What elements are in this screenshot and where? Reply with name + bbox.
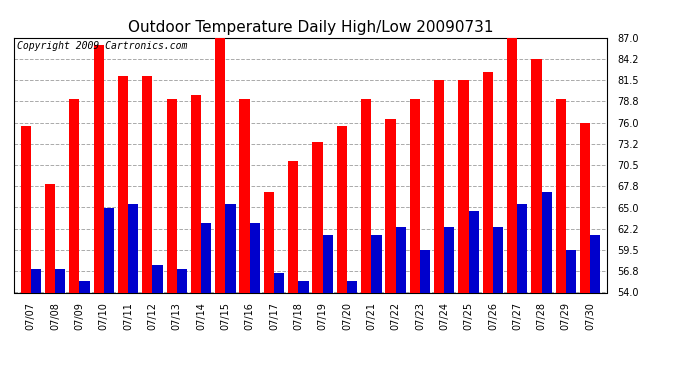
Bar — [69, 99, 79, 292]
Bar — [566, 250, 576, 292]
Bar — [590, 234, 600, 292]
Bar — [493, 227, 503, 292]
Bar — [580, 123, 590, 292]
Bar — [555, 99, 566, 292]
Bar — [274, 273, 284, 292]
Bar — [313, 142, 323, 292]
Bar — [31, 269, 41, 292]
Title: Outdoor Temperature Daily High/Low 20090731: Outdoor Temperature Daily High/Low 20090… — [128, 20, 493, 35]
Bar — [288, 161, 298, 292]
Bar — [142, 76, 152, 292]
Bar — [55, 269, 66, 292]
Text: Copyright 2009 Cartronics.com: Copyright 2009 Cartronics.com — [17, 41, 187, 51]
Bar — [410, 99, 420, 292]
Bar — [250, 223, 260, 292]
Bar — [347, 281, 357, 292]
Bar — [371, 234, 382, 292]
Bar — [337, 126, 347, 292]
Bar — [79, 281, 90, 292]
Bar — [323, 234, 333, 292]
Bar — [518, 204, 527, 292]
Bar — [226, 204, 235, 292]
Bar — [239, 99, 250, 292]
Bar — [361, 99, 371, 292]
Bar — [118, 76, 128, 292]
Bar — [458, 80, 469, 292]
Bar — [531, 59, 542, 292]
Bar — [420, 250, 430, 292]
Bar — [264, 192, 274, 292]
Bar — [201, 223, 211, 292]
Bar — [177, 269, 187, 292]
Bar — [215, 38, 226, 292]
Bar — [395, 227, 406, 292]
Bar — [128, 204, 138, 292]
Bar — [469, 211, 479, 292]
Bar — [444, 227, 455, 292]
Bar — [21, 126, 31, 292]
Bar — [507, 38, 518, 292]
Bar — [191, 96, 201, 292]
Bar — [152, 266, 163, 292]
Bar — [104, 207, 114, 292]
Bar — [94, 45, 104, 292]
Bar — [434, 80, 444, 292]
Bar — [45, 184, 55, 292]
Bar — [483, 72, 493, 292]
Bar — [542, 192, 552, 292]
Bar — [386, 118, 395, 292]
Bar — [298, 281, 308, 292]
Bar — [166, 99, 177, 292]
